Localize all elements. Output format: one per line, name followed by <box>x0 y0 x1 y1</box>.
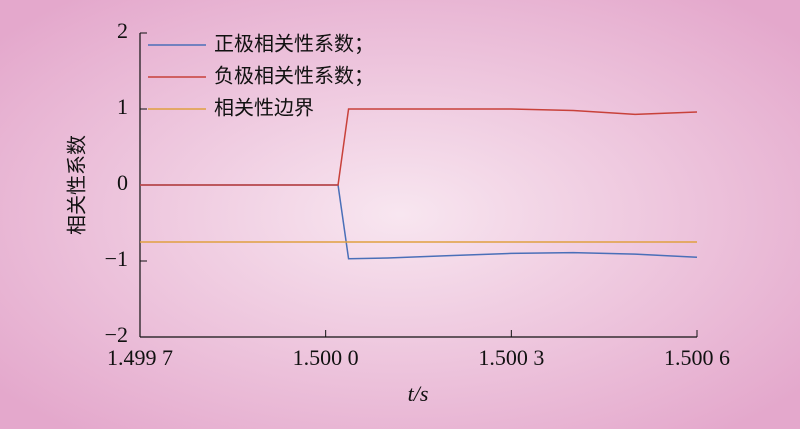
x-tick-label: 1.500 6 <box>664 345 730 370</box>
y-tick-label: 2 <box>117 18 128 43</box>
y-axis-label: 相关性系数 <box>65 135 89 235</box>
x-tick-label: 1.500 0 <box>293 345 359 370</box>
y-tick-label: 1 <box>117 94 128 119</box>
series-line <box>140 108 698 186</box>
x-tick-label: 1.499 7 <box>107 345 173 370</box>
x-axis-label: t/s <box>408 381 429 406</box>
legend-label: 相关性边界 <box>214 96 314 120</box>
y-tick-label: −1 <box>105 246 128 271</box>
series-line <box>140 184 698 260</box>
x-tick-label: 1.500 3 <box>478 345 544 370</box>
y-tick-label: 0 <box>117 170 128 195</box>
legend-label: 负极相关性系数； <box>214 64 374 88</box>
y-tick-label: −2 <box>105 322 128 347</box>
legend-label: 正极相关性系数； <box>214 32 374 56</box>
